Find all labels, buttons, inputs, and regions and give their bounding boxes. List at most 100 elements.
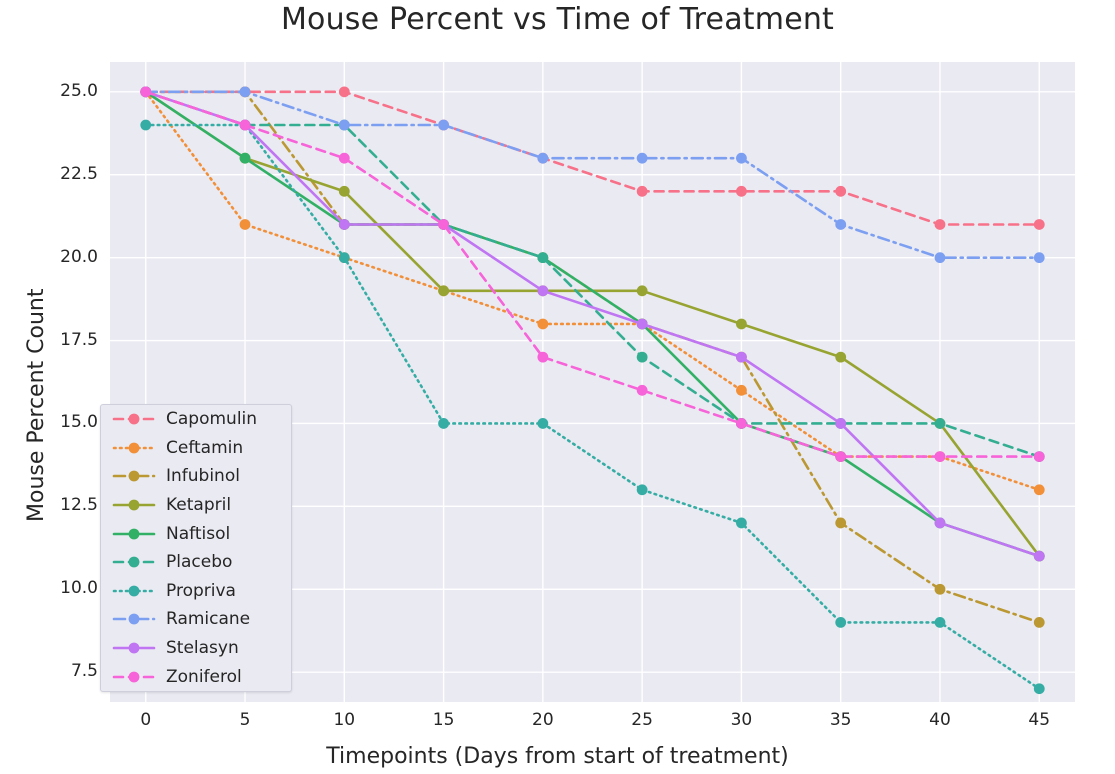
data-point xyxy=(1033,252,1045,264)
y-tick-label: 10.0 xyxy=(60,578,98,599)
data-point xyxy=(1033,451,1045,463)
legend-swatch xyxy=(112,641,156,655)
series-line xyxy=(144,90,1041,458)
data-point xyxy=(736,418,747,429)
legend-swatch xyxy=(112,612,156,626)
legend-item-infubinol[interactable]: Infubinol xyxy=(101,462,291,491)
legend-label: Zoniferol xyxy=(166,666,242,687)
data-point xyxy=(438,219,449,230)
data-point xyxy=(835,219,847,230)
data-point xyxy=(736,185,747,197)
data-point xyxy=(239,86,251,98)
data-point xyxy=(338,185,350,197)
data-point xyxy=(438,119,449,131)
series-line xyxy=(144,123,1041,691)
data-point xyxy=(636,185,648,197)
legend-label: Ramicane xyxy=(166,609,251,630)
x-tick-label: 20 xyxy=(532,710,554,730)
data-point xyxy=(835,517,847,529)
y-tick-label: 20.0 xyxy=(60,246,98,267)
data-point xyxy=(438,285,449,297)
data-point xyxy=(835,451,847,463)
legend-item-ceftamin[interactable]: Ceftamin xyxy=(101,434,291,463)
data-point xyxy=(140,119,152,131)
series-line xyxy=(144,90,1041,226)
data-point xyxy=(636,384,648,396)
data-point xyxy=(934,252,946,264)
data-point xyxy=(1033,484,1045,496)
legend-swatch xyxy=(112,584,156,598)
data-point xyxy=(934,517,946,529)
data-point xyxy=(338,86,350,98)
data-point xyxy=(835,418,847,429)
y-tick-label: 25.0 xyxy=(60,80,98,101)
data-point xyxy=(934,418,946,429)
x-tick-label: 5 xyxy=(239,710,251,730)
series-line xyxy=(144,90,1041,558)
data-point xyxy=(934,617,946,628)
data-point xyxy=(934,451,946,463)
legend-item-propriva[interactable]: Propriva xyxy=(101,577,291,606)
legend-item-naftisol[interactable]: Naftisol xyxy=(101,519,291,548)
data-point xyxy=(140,86,152,98)
x-tick-label: 30 xyxy=(730,710,753,730)
data-point xyxy=(1033,219,1045,230)
data-point xyxy=(537,418,549,429)
y-tick-label: 12.5 xyxy=(60,495,98,516)
x-tick-label: 35 xyxy=(829,710,852,730)
legend-swatch xyxy=(112,498,156,512)
data-point xyxy=(239,119,251,131)
x-tick-label: 45 xyxy=(1028,710,1051,730)
legend-swatch xyxy=(112,670,156,684)
x-tick-label: 25 xyxy=(631,710,653,730)
data-point xyxy=(1033,617,1045,628)
data-point xyxy=(338,119,350,131)
page-title: Mouse Percent vs Time of Treatment xyxy=(280,2,835,37)
data-point xyxy=(636,285,648,297)
legend-item-placebo[interactable]: Placebo xyxy=(101,548,291,577)
data-point xyxy=(537,152,549,164)
legend-swatch xyxy=(112,412,156,426)
data-point xyxy=(537,285,549,297)
legend-item-zoniferol[interactable]: Zoniferol xyxy=(101,662,291,691)
data-point xyxy=(736,152,747,164)
data-point xyxy=(338,219,350,230)
y-axis-label: Mouse Percent Count xyxy=(24,288,49,522)
legend-item-ketapril[interactable]: Ketapril xyxy=(101,491,291,520)
legend-label: Stelasyn xyxy=(166,638,239,659)
data-point xyxy=(239,219,251,230)
series-line xyxy=(144,90,1041,492)
y-tick-label: 22.5 xyxy=(60,163,98,184)
legend-label: Naftisol xyxy=(166,523,231,544)
data-point xyxy=(736,351,747,363)
legend-label: Capomulin xyxy=(166,409,258,430)
legend-item-ramicane[interactable]: Ramicane xyxy=(101,605,291,634)
legend-swatch xyxy=(112,555,156,569)
x-tick-label: 0 xyxy=(140,710,152,730)
x-tick-label: 15 xyxy=(432,710,455,730)
data-point xyxy=(338,152,350,164)
data-point xyxy=(438,418,449,429)
legend-label: Infubinol xyxy=(166,466,240,487)
x-tick-label: 10 xyxy=(333,710,356,730)
legend: Capomulin Ceftamin Infubinol Ketapril Naftis… xyxy=(100,404,292,692)
data-point xyxy=(537,318,549,330)
legend-label: Placebo xyxy=(166,552,233,573)
y-tick-label: 15.0 xyxy=(60,412,98,433)
data-point xyxy=(537,252,549,264)
data-point xyxy=(1033,683,1045,695)
series-line xyxy=(144,90,1041,458)
legend-swatch xyxy=(112,527,156,541)
data-point xyxy=(934,219,946,230)
data-point xyxy=(636,318,648,330)
x-tick-label: 40 xyxy=(929,710,951,730)
legend-label: Ketapril xyxy=(166,495,232,516)
x-axis-label: Timepoints (Days from start of treatment… xyxy=(326,744,789,769)
legend-label: Propriva xyxy=(166,580,236,601)
legend-label: Ceftamin xyxy=(166,437,244,458)
legend-item-capomulin[interactable]: Capomulin xyxy=(101,405,291,434)
legend-item-stelasyn[interactable]: Stelasyn xyxy=(101,634,291,663)
data-point xyxy=(636,152,648,164)
data-point xyxy=(736,318,747,330)
data-point xyxy=(1033,550,1045,562)
